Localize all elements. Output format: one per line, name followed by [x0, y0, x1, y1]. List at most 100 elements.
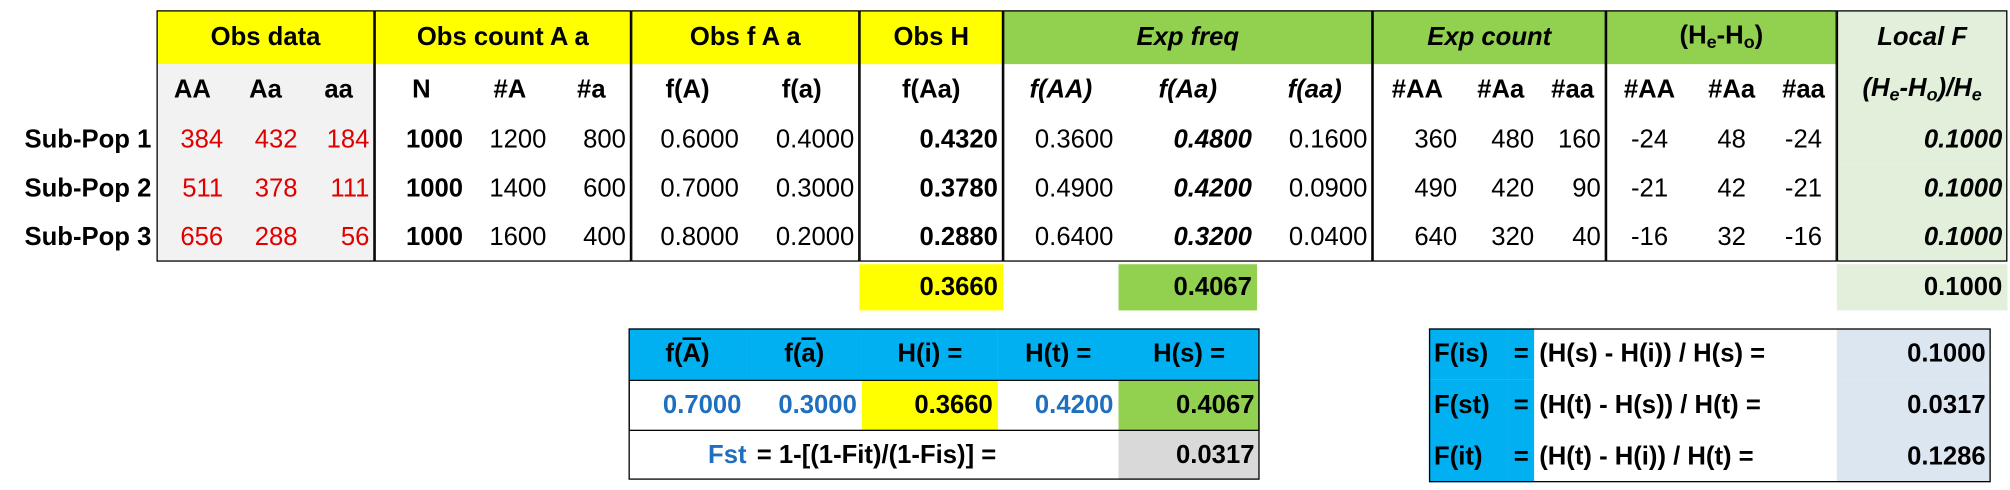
cell: 0.6400	[1034, 222, 1114, 251]
cell: 1000	[405, 222, 464, 251]
cell: 0.6000	[660, 125, 739, 154]
text-part: e	[1971, 84, 1982, 105]
fst-label: Fst	[708, 440, 747, 469]
cell: 640	[1414, 222, 1458, 251]
cell: 432	[228, 115, 303, 165]
cell: 600	[583, 173, 626, 203]
fst-value: 0.0317	[1118, 430, 1260, 480]
mean-value: 0.4067	[1118, 379, 1260, 431]
cell: 800	[583, 125, 626, 154]
group-border	[1836, 10, 2008, 262]
row-label: Sub-Pop 2	[24, 173, 152, 203]
mean-header: H(t) =	[997, 328, 1119, 380]
column-header: AA	[156, 64, 229, 116]
group-header: Local F	[1836, 10, 2008, 65]
group-border	[631, 10, 860, 262]
f-label: F(st)	[1428, 379, 1509, 431]
text-part: (H	[1862, 74, 1890, 103]
column-header: f(AA)	[1029, 75, 1093, 104]
cell: 0.4900	[1034, 173, 1114, 203]
total-cell: 0.1000	[1836, 264, 2008, 311]
cell: 160	[1557, 125, 1601, 154]
cell: 0.3000	[775, 173, 855, 203]
column-header: (He-Ho)/He	[1836, 64, 2008, 116]
column-header: f(A)	[665, 75, 710, 104]
cell: 0.1600	[1288, 125, 1368, 154]
group-header: Obs count A a	[374, 10, 632, 65]
cell: 480	[1491, 125, 1535, 154]
mean-header: f(a)	[746, 328, 862, 380]
text-part: -H	[1716, 22, 1744, 51]
text-part: (H	[1679, 22, 1707, 51]
cell: 1200	[489, 125, 547, 154]
cell: 42	[1717, 173, 1746, 203]
f-value: 0.0317	[1836, 379, 1991, 431]
group-border	[859, 10, 1004, 262]
f-formula: (H(t) - H(i)) / H(t) =	[1539, 441, 1754, 471]
cell: -21	[1784, 173, 1823, 203]
column-header: #Aa	[1708, 75, 1756, 104]
cell: -16	[1784, 222, 1823, 251]
cell: 360	[1414, 125, 1458, 154]
cell: 0.3600	[1034, 125, 1114, 154]
group-border	[1003, 10, 1373, 262]
cell: 0.0400	[1288, 222, 1368, 251]
column-header: f(a)	[781, 75, 822, 104]
mean-value: 0.3000	[778, 390, 857, 419]
f-equals: =	[1508, 379, 1535, 431]
text-part: -H	[1899, 74, 1927, 103]
cell: 184	[302, 115, 375, 165]
text-part: )	[815, 339, 825, 368]
column-header: f(Aa)	[902, 75, 961, 104]
f-formula: (H(t) - H(s)) / H(t) =	[1539, 390, 1761, 419]
f-equals: =	[1508, 328, 1535, 380]
column-header: f(aa)	[1287, 75, 1342, 104]
column-header: #A	[493, 75, 527, 104]
fst-formula: = 1-[(1-Fit)/(1-Fis)] =	[756, 440, 997, 469]
text-part: )/H	[1937, 74, 1972, 103]
cell: 0.7000	[660, 173, 739, 203]
column-header: #Aa	[1477, 75, 1525, 104]
text-part: e	[1889, 84, 1900, 105]
column-header: #AA	[1391, 75, 1444, 104]
group-border	[374, 10, 632, 262]
cell: 320	[1491, 222, 1535, 251]
cell: 1000	[405, 173, 464, 203]
group-header: Obs H	[859, 10, 1004, 65]
cell: 56	[302, 212, 375, 262]
cell: 0.8000	[660, 222, 739, 251]
group-header: Obs f A a	[631, 10, 860, 65]
column-header: #AA	[1623, 75, 1676, 104]
column-header: f(Aa)	[1158, 75, 1217, 104]
column-header: #aa	[1551, 75, 1594, 104]
mean-value: 0.3660	[861, 379, 998, 431]
group-border	[1605, 10, 1837, 262]
cell: 0.1000	[1836, 212, 2008, 262]
f-formula: (H(s) - H(i)) / H(s) =	[1539, 339, 1766, 368]
mean-value: 0.7000	[662, 390, 742, 419]
text-part: e	[1706, 31, 1717, 53]
row-label: Sub-Pop 3	[24, 222, 152, 251]
mean-header: f(A)	[628, 328, 747, 380]
group-border	[156, 10, 375, 262]
cell: 490	[1414, 173, 1458, 203]
cell: 420	[1491, 173, 1535, 203]
cell: 0.2000	[775, 222, 855, 251]
group-header: (He-Ho)	[1605, 10, 1837, 65]
cell: 378	[228, 164, 303, 213]
group-header: Obs data	[156, 10, 375, 65]
f-value: 0.1286	[1836, 430, 1991, 483]
column-header: #aa	[1782, 75, 1825, 104]
group-header: Exp count	[1372, 10, 1606, 65]
cell: 656	[156, 212, 229, 262]
mean-value: 0.4200	[1034, 390, 1114, 419]
f-label: F(it)	[1428, 430, 1509, 483]
group-header: Exp freq	[1003, 10, 1373, 65]
mean-header: H(i) =	[861, 328, 998, 380]
cell: 40	[1572, 222, 1601, 251]
cell: 1000	[405, 125, 464, 154]
cell: 0.4800	[1173, 125, 1252, 154]
column-header: Aa	[228, 64, 303, 116]
text-part: f(	[784, 339, 802, 368]
f-value: 0.1000	[1836, 328, 1991, 380]
